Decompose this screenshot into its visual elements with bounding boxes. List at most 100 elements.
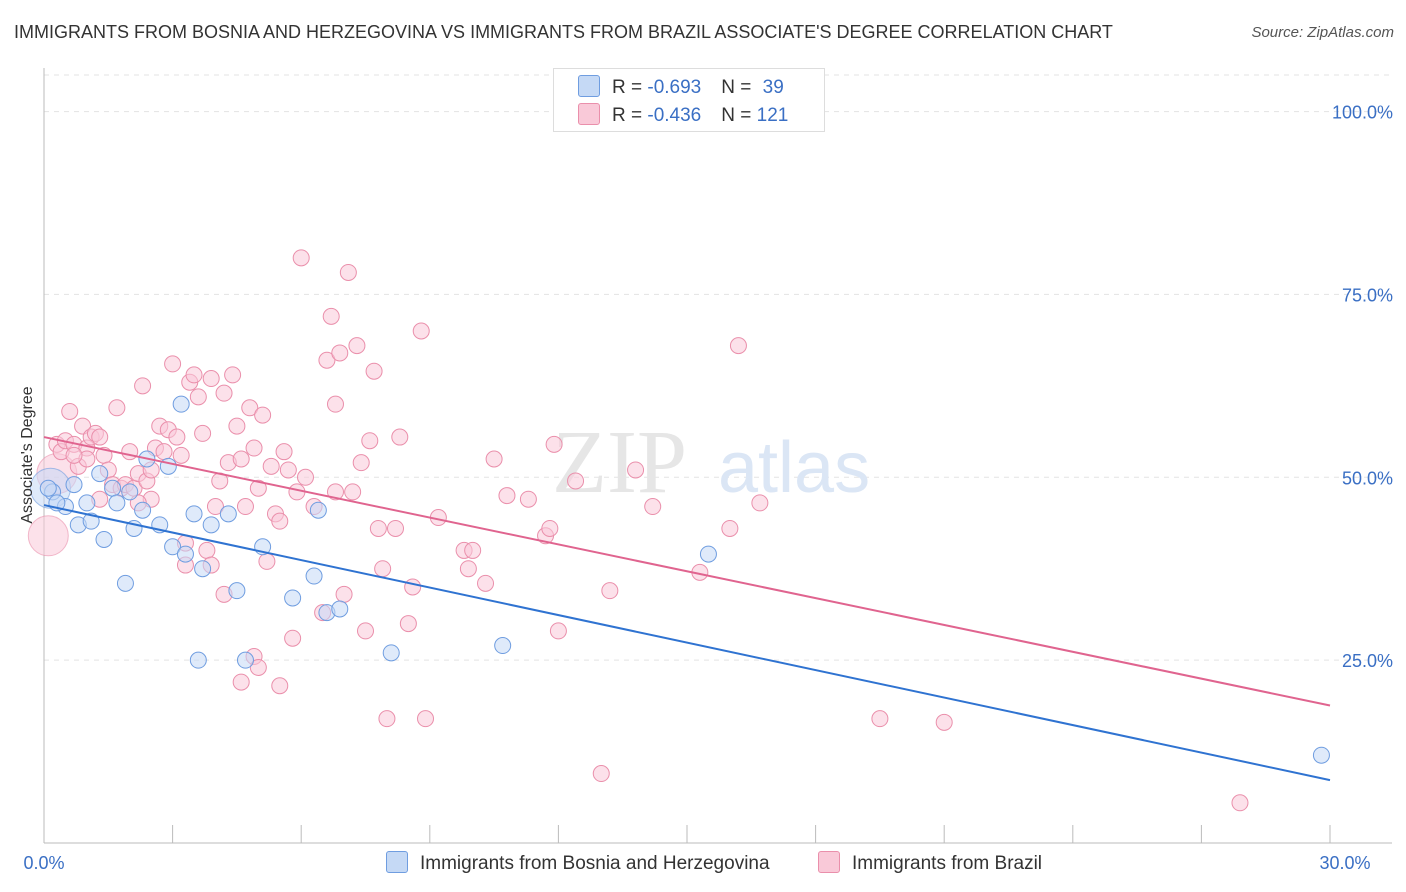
y-tick-label: 100.0% — [1332, 103, 1393, 123]
data-point — [601, 582, 619, 600]
data-point — [378, 710, 396, 728]
legend-r-label: R = — [612, 77, 648, 98]
y-axis-label: Associate's Degree — [19, 386, 36, 524]
data-point — [155, 443, 173, 461]
data-point — [357, 622, 374, 640]
legend-n-label: N = — [721, 105, 757, 126]
data-point — [228, 417, 246, 435]
data-point — [935, 713, 953, 731]
data-point — [326, 483, 344, 501]
y-tick-label: 50.0% — [1342, 468, 1393, 488]
data-point — [189, 651, 207, 669]
data-point — [459, 560, 477, 578]
data-point — [232, 673, 250, 691]
data-point — [159, 457, 177, 475]
bottom-legend-brazil: Immigrants from Brazil — [818, 851, 1042, 875]
data-point — [108, 494, 126, 512]
data-point — [104, 479, 122, 497]
data-point — [1312, 746, 1330, 764]
data-point — [352, 454, 370, 472]
data-point — [284, 629, 302, 647]
data-point — [279, 461, 297, 479]
legend-r-value: -0.693 — [647, 77, 702, 98]
data-point — [194, 560, 212, 578]
data-point — [494, 637, 512, 655]
data-point — [322, 307, 340, 325]
data-point — [365, 362, 383, 380]
data-point — [202, 370, 220, 388]
data-point — [236, 498, 254, 516]
data-point — [245, 439, 263, 457]
data-point — [519, 490, 537, 508]
data-point — [335, 585, 353, 603]
data-point — [464, 541, 482, 559]
bottom-legend-bosnia: Immigrants from Bosnia and Herzegovina — [386, 851, 770, 875]
x-tick-label: 0.0% — [23, 853, 64, 873]
data-point — [399, 615, 417, 633]
data-point — [249, 658, 267, 676]
data-point — [121, 443, 139, 461]
data-point — [644, 498, 662, 516]
trend-line — [43, 436, 1331, 707]
data-point — [254, 406, 272, 424]
legend-n-value: 121 — [756, 105, 789, 126]
grid-lines — [44, 74, 1392, 661]
data-point — [567, 472, 585, 490]
data-point — [95, 530, 113, 548]
data-point — [545, 435, 563, 453]
data-point — [391, 428, 409, 446]
watermark-atlas: atlas — [718, 428, 870, 508]
data-point — [108, 399, 126, 417]
data-point — [228, 582, 246, 600]
bottom-legend-label-brazil: Immigrants from Brazil — [852, 853, 1043, 874]
data-point — [189, 388, 207, 406]
data-point — [262, 457, 280, 475]
data-point — [176, 545, 194, 563]
watermark-zip: ZIP — [552, 413, 687, 512]
data-point — [134, 501, 152, 519]
data-point — [699, 545, 717, 563]
data-point — [751, 494, 769, 512]
axes — [43, 68, 1392, 844]
bottom-swatch-brazil — [818, 851, 840, 873]
data-point — [382, 644, 400, 662]
data-point — [284, 589, 302, 607]
data-point — [292, 249, 310, 267]
data-point — [164, 538, 182, 556]
data-point — [541, 519, 559, 537]
y-tick-label: 75.0% — [1342, 285, 1393, 305]
data-point — [871, 710, 889, 728]
data-point — [236, 651, 254, 669]
data-point — [318, 351, 336, 369]
data-point — [258, 552, 276, 570]
data-point — [374, 560, 392, 578]
data-point — [82, 512, 100, 530]
data-point — [721, 519, 739, 537]
data-point — [61, 402, 79, 420]
x-tick-label: 30.0% — [1319, 853, 1370, 873]
legend-swatch-brazil — [578, 103, 600, 125]
legend-row-bosnia: R = -0.693 N = 39 — [578, 75, 784, 99]
legend-n-label: N = — [721, 77, 757, 98]
data-point — [78, 494, 96, 512]
watermark: ZIP atlas — [552, 413, 870, 512]
legend-r-label: R = — [612, 105, 648, 126]
data-point — [241, 399, 259, 417]
data-point — [91, 428, 109, 446]
data-point — [65, 476, 83, 494]
data-point-large — [27, 515, 69, 557]
data-point — [417, 710, 435, 728]
data-point — [1231, 794, 1249, 812]
data-point — [215, 384, 233, 402]
data-point — [296, 468, 314, 486]
data-point — [412, 322, 430, 340]
data-point — [344, 483, 362, 501]
data-point — [206, 498, 224, 516]
data-point — [172, 395, 190, 413]
data-point — [387, 519, 405, 537]
data-point — [249, 479, 267, 497]
data-point — [91, 465, 109, 483]
data-point — [627, 461, 645, 479]
data-point — [339, 263, 357, 281]
